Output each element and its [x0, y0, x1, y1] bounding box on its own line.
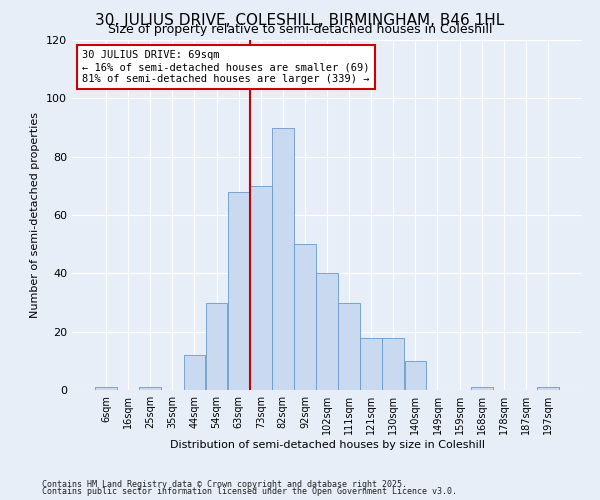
X-axis label: Distribution of semi-detached houses by size in Coleshill: Distribution of semi-detached houses by …	[170, 440, 485, 450]
Bar	[471, 387, 493, 390]
Bar	[184, 355, 205, 390]
Bar	[361, 338, 382, 390]
Bar	[316, 274, 338, 390]
Bar	[272, 128, 293, 390]
Bar	[404, 361, 426, 390]
Y-axis label: Number of semi-detached properties: Number of semi-detached properties	[31, 112, 40, 318]
Bar	[95, 387, 117, 390]
Bar	[382, 338, 404, 390]
Text: Contains public sector information licensed under the Open Government Licence v3: Contains public sector information licen…	[42, 488, 457, 496]
Bar	[139, 387, 161, 390]
Text: 30 JULIUS DRIVE: 69sqm
← 16% of semi-detached houses are smaller (69)
81% of sem: 30 JULIUS DRIVE: 69sqm ← 16% of semi-det…	[82, 50, 370, 84]
Bar	[294, 244, 316, 390]
Text: Contains HM Land Registry data © Crown copyright and database right 2025.: Contains HM Land Registry data © Crown c…	[42, 480, 407, 489]
Bar	[338, 302, 360, 390]
Bar	[250, 186, 272, 390]
Text: Size of property relative to semi-detached houses in Coleshill: Size of property relative to semi-detach…	[108, 22, 492, 36]
Bar	[206, 302, 227, 390]
Bar	[228, 192, 250, 390]
Text: 30, JULIUS DRIVE, COLESHILL, BIRMINGHAM, B46 1HL: 30, JULIUS DRIVE, COLESHILL, BIRMINGHAM,…	[95, 12, 505, 28]
Bar	[537, 387, 559, 390]
